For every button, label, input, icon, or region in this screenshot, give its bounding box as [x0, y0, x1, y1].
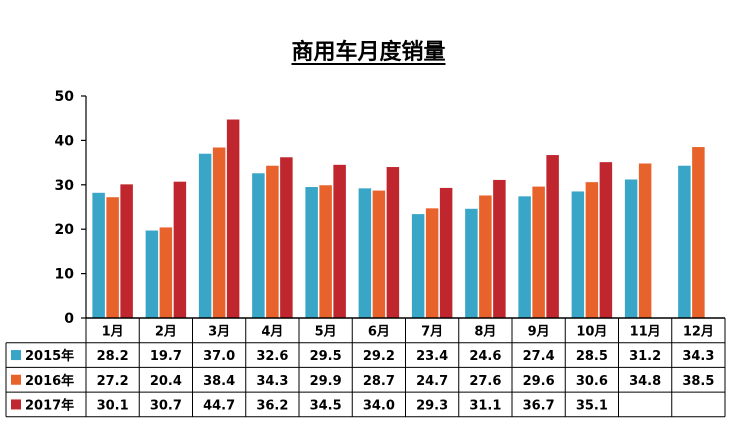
data-value: 34.8	[629, 374, 661, 389]
data-value: 31.1	[469, 398, 501, 413]
legend-label: 2016年	[25, 373, 74, 389]
data-value: 38.5	[682, 374, 714, 389]
bar	[546, 155, 559, 318]
category-label: 5月	[315, 324, 337, 339]
data-value: 30.1	[97, 398, 129, 413]
category-label: 1月	[102, 324, 124, 339]
bar	[358, 188, 372, 318]
bar	[624, 179, 638, 318]
y-tick-label: 40	[55, 133, 75, 149]
data-value: 23.4	[416, 349, 448, 364]
y-tick-label: 20	[55, 222, 75, 238]
legend-label: 2015年	[25, 348, 74, 364]
category-label: 10月	[576, 324, 607, 339]
bar	[212, 147, 226, 318]
bar	[493, 179, 506, 318]
bar	[319, 185, 332, 318]
y-tick-label: 50	[55, 89, 75, 105]
category-label: 4月	[261, 324, 283, 339]
data-value: 29.5	[310, 349, 342, 364]
bar	[198, 153, 212, 318]
legend-swatch	[11, 399, 21, 410]
data-value: 30.7	[150, 398, 182, 413]
data-value: 28.2	[97, 349, 129, 364]
data-value: 29.6	[523, 374, 555, 389]
data-value: 36.7	[523, 398, 555, 413]
bar	[532, 186, 545, 318]
bar	[173, 181, 187, 318]
chart-title: 商用车月度销量	[291, 40, 446, 65]
bar	[678, 165, 691, 318]
data-value: 31.2	[629, 349, 661, 364]
data-value: 24.7	[416, 374, 448, 389]
data-value: 36.2	[256, 398, 288, 413]
y-tick-label: 0	[64, 311, 74, 327]
bar	[252, 173, 265, 318]
legend-swatch	[11, 374, 21, 385]
data-table: 1月 2月 3月 4月 5月 6月 7月 8月 9月 10月 11月 12月 2015年 28.2 19.7…	[5, 317, 726, 418]
data-value: 27.6	[469, 374, 501, 389]
data-value: 29.2	[363, 349, 395, 364]
bar	[518, 196, 531, 318]
bar	[479, 195, 492, 318]
bar	[599, 162, 613, 318]
y-tick-label: 30	[55, 178, 75, 194]
category-label: 8月	[474, 324, 496, 339]
bar	[120, 184, 133, 318]
bar	[106, 197, 119, 318]
bar	[159, 227, 173, 318]
data-value: 37.0	[203, 349, 235, 364]
data-value: 28.7	[363, 374, 395, 389]
bar	[226, 119, 240, 318]
data-value: 34.0	[363, 398, 395, 413]
bar	[692, 147, 705, 318]
data-value: 34.5	[310, 398, 342, 413]
category-label: 11月	[630, 324, 661, 339]
bar	[638, 163, 652, 318]
bars	[92, 119, 705, 318]
bar	[585, 182, 599, 318]
data-value: 30.6	[576, 374, 608, 389]
bar	[92, 192, 105, 318]
data-value: 34.3	[682, 349, 714, 364]
bar	[372, 190, 386, 318]
bar	[411, 214, 425, 318]
data-value: 29.3	[416, 398, 448, 413]
bar	[145, 230, 159, 318]
category-label: 6月	[368, 324, 390, 339]
bar	[280, 157, 293, 318]
data-value: 20.4	[150, 374, 182, 389]
data-value: 38.4	[203, 374, 235, 389]
bar	[439, 187, 453, 318]
data-value: 19.7	[150, 349, 182, 364]
category-label: 12月	[683, 324, 714, 339]
bar	[425, 208, 439, 318]
bar	[305, 187, 318, 318]
data-value: 35.1	[576, 398, 608, 413]
bar	[465, 208, 478, 318]
category-label: 9月	[528, 324, 550, 339]
category-label: 2月	[155, 324, 177, 339]
data-value: 24.6	[469, 349, 501, 364]
bar	[266, 165, 279, 318]
data-value: 32.6	[256, 349, 288, 364]
data-value: 34.3	[256, 374, 288, 389]
data-value: 29.9	[310, 374, 342, 389]
legend-swatch	[11, 350, 21, 361]
y-tick-label: 10	[55, 267, 75, 283]
data-value: 44.7	[203, 398, 235, 413]
category-label: 7月	[421, 324, 443, 339]
legend-label: 2017年	[25, 397, 74, 413]
bar	[333, 164, 346, 318]
axes: 0 10 20 30 40 50	[55, 89, 87, 327]
data-value: 27.4	[523, 349, 555, 364]
data-value: 28.5	[576, 349, 608, 364]
bar	[386, 167, 400, 318]
bar	[571, 191, 585, 318]
data-value: 27.2	[97, 374, 129, 389]
category-label: 3月	[208, 324, 230, 339]
